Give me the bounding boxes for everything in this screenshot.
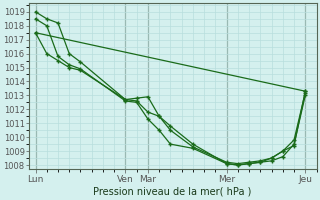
X-axis label: Pression niveau de la mer( hPa ): Pression niveau de la mer( hPa ) (93, 187, 252, 197)
